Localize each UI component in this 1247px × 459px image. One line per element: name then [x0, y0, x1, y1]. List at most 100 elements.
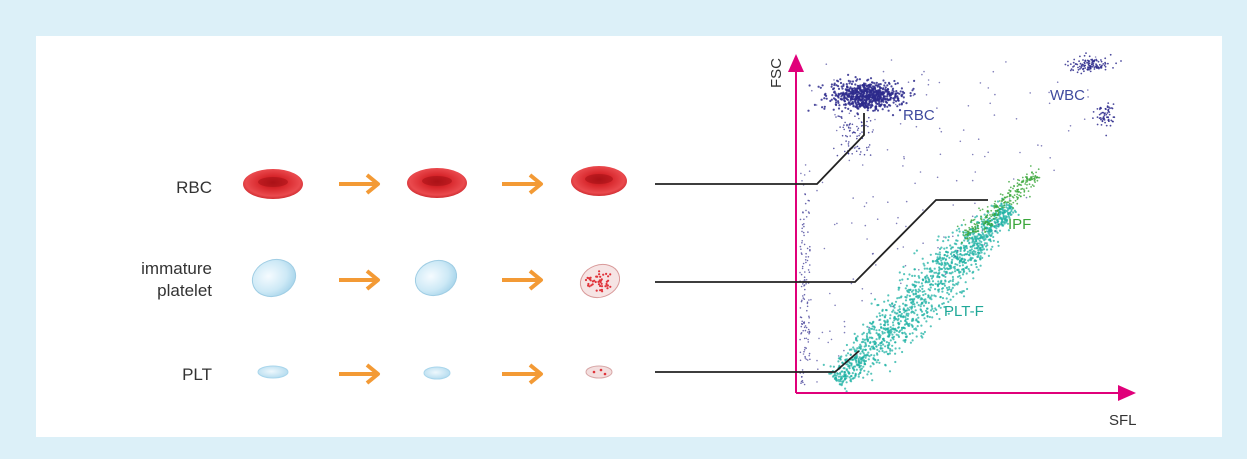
scatter-dot — [847, 371, 851, 374]
scatter-dot — [907, 314, 910, 317]
scatter-dot — [985, 248, 989, 251]
scatter-dot — [997, 206, 1000, 209]
scatter-dot — [855, 97, 858, 101]
scatter-dot — [843, 320, 846, 323]
scatter-dot — [871, 131, 874, 133]
scatter-dot — [955, 282, 958, 285]
arrow-icon — [502, 363, 543, 385]
scatter-dot — [943, 247, 946, 250]
scatter-dot — [1015, 190, 1018, 193]
scatter-dot — [1100, 59, 1102, 61]
scatter-dot — [1107, 116, 1109, 119]
scatter-dot — [1093, 59, 1096, 62]
scatter-dot — [1048, 102, 1051, 105]
scatter-dot — [967, 105, 970, 107]
scatter-dot — [970, 263, 973, 266]
scatter-dot — [966, 253, 969, 256]
scatter-dot — [823, 107, 826, 110]
scatter-dot — [866, 120, 868, 123]
scatter-dot — [843, 95, 846, 98]
scatter-dot — [868, 326, 870, 329]
scatter-dot — [886, 93, 889, 96]
scatter-dot — [847, 73, 850, 76]
scatter-dot — [945, 246, 948, 249]
scatter-dot — [905, 102, 908, 105]
scatter-dot — [966, 239, 969, 243]
scatter-dot — [862, 94, 865, 97]
scatter-dot — [888, 303, 891, 306]
scatter-dot — [988, 223, 991, 226]
scatter-dot — [870, 302, 873, 305]
scatter-dot — [1108, 113, 1111, 116]
scatter-dot — [964, 261, 968, 264]
scatter-dot — [965, 229, 967, 232]
scatter-dot — [855, 361, 858, 364]
scatter-dot — [980, 251, 983, 254]
stain-dot — [597, 283, 601, 286]
scatter-dot — [966, 250, 970, 253]
scatter-dot — [1012, 196, 1015, 199]
scatter-dot — [1083, 64, 1086, 67]
scatter-dot — [873, 354, 876, 357]
scatter-dot — [1034, 174, 1037, 177]
scatter-dot — [1076, 71, 1079, 74]
scatter-dot — [925, 311, 929, 314]
scatter-dot — [900, 315, 903, 318]
scatter-dot — [915, 295, 918, 298]
scatter-dot — [945, 286, 949, 289]
scatter-dot — [914, 288, 917, 291]
scatter-dot — [898, 279, 902, 282]
scatter-dot — [897, 99, 900, 102]
scatter-dot — [993, 114, 996, 116]
scatter-dot — [935, 312, 939, 316]
scatter-dot — [825, 63, 828, 65]
scatter-dot — [990, 233, 993, 237]
y-axis-label: FSC — [768, 58, 785, 88]
scatter-dot — [1099, 117, 1102, 119]
scatter-dot — [899, 123, 902, 125]
scatter-dot — [904, 320, 907, 323]
scatter-dot — [900, 102, 904, 105]
scatter-dot — [929, 325, 932, 328]
scatter-dot — [830, 85, 833, 88]
scatter-dot — [964, 258, 967, 261]
scatter-dot — [899, 320, 902, 323]
scatter-dot — [942, 274, 945, 277]
scatter-dot — [978, 207, 980, 210]
scatter-dot — [957, 246, 960, 249]
scatter-dot — [1087, 62, 1090, 65]
scatter-dot — [799, 218, 802, 221]
scatter-dot — [864, 224, 867, 227]
scatter-dot — [862, 323, 865, 326]
scatter-dot — [923, 267, 926, 270]
scatter-dot — [990, 215, 993, 218]
scatter-dot — [864, 96, 867, 99]
scatter-dot — [1083, 54, 1086, 57]
scatter-dot — [844, 88, 847, 91]
scatter-dot — [866, 109, 869, 112]
scatter-dot — [864, 356, 867, 359]
scatter-dot — [944, 258, 947, 261]
scatter-dot — [1109, 53, 1112, 56]
scatter-dot — [870, 83, 873, 86]
scatter-dot — [877, 343, 880, 347]
scatter-dot — [1001, 207, 1004, 210]
scatter-dot — [887, 299, 890, 302]
scatter-dot — [835, 93, 838, 96]
scatter-dot — [844, 150, 846, 153]
scatter-dot — [852, 341, 856, 344]
scatter-dot — [885, 309, 888, 312]
scatter-dot — [869, 154, 872, 156]
scatter-dot — [900, 282, 902, 285]
scatter-dot — [887, 341, 891, 344]
scatter-dot — [934, 288, 937, 291]
scatter-dot — [950, 251, 954, 254]
scatter-dot — [837, 360, 840, 363]
scatter-dot — [968, 270, 971, 273]
scatter-dot — [1016, 190, 1019, 193]
scatter-dot — [886, 91, 889, 94]
scatter-dot — [883, 103, 886, 107]
scatter-dot — [1103, 119, 1106, 121]
scatter-dot — [886, 323, 890, 326]
scatter-dot — [1031, 171, 1033, 174]
